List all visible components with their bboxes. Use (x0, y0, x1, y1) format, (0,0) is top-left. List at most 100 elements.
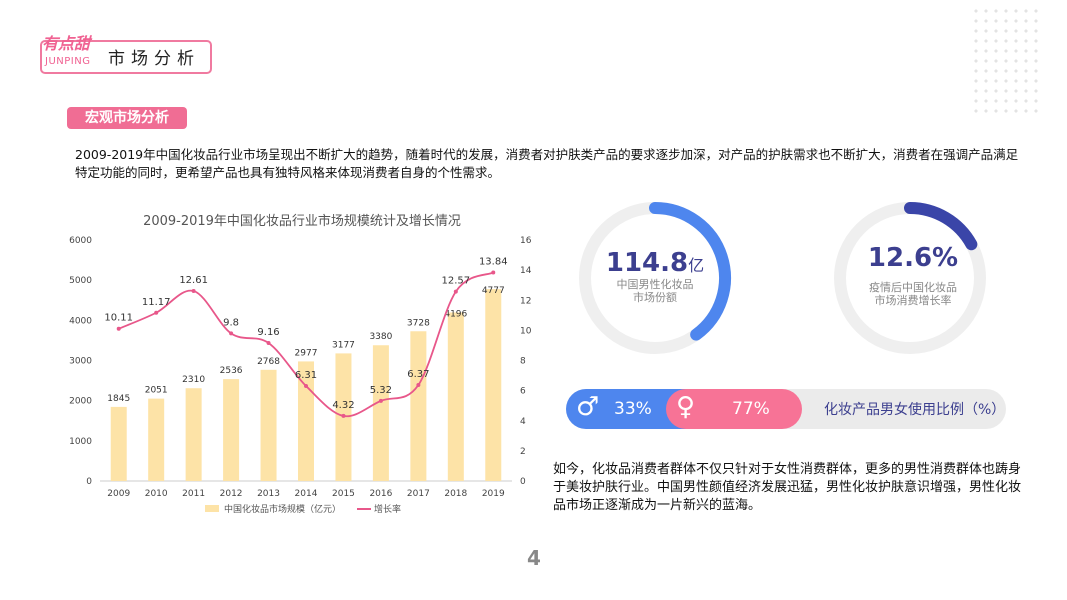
growth-point (378, 398, 383, 403)
y-right-tick: 4 (520, 417, 526, 427)
legend-bar-swatch (205, 505, 219, 512)
x-tick: 2016 (369, 489, 392, 499)
ring-progress (649, 202, 731, 341)
y-left-tick: 0 (86, 477, 92, 487)
growth-point (491, 270, 496, 275)
ring-growth-rate (834, 202, 986, 354)
female-segment: ♀ 77% (666, 389, 802, 429)
y-right-tick: 2 (520, 447, 526, 457)
y-right-tick: 10 (520, 326, 532, 336)
ring-market-share-text: 114.8亿 中国男性化妆品 市场份额 (580, 248, 730, 304)
subsection-badge: 宏观市场分析 (67, 107, 187, 129)
ring-label: 市场份额 (633, 291, 677, 304)
logo-script: 有点甜 (42, 34, 91, 53)
growth-point (416, 383, 421, 388)
bar-label: 2768 (257, 357, 280, 367)
growth-point (341, 413, 346, 418)
growth-label: 6.31 (295, 370, 317, 381)
legend-line-label: 增长率 (374, 503, 401, 515)
growth-line (118, 271, 494, 418)
bar-label: 3380 (369, 332, 392, 342)
growth-point (116, 326, 121, 331)
x-tick: 2009 (107, 489, 130, 499)
x-tick: 2018 (444, 489, 467, 499)
y-right-tick: 14 (520, 266, 532, 276)
growth-label: 4.32 (332, 400, 354, 411)
y-left-tick: 2000 (69, 397, 92, 407)
header-frame (40, 40, 212, 74)
growth-label: 12.61 (179, 275, 208, 286)
bar-label: 3177 (332, 340, 355, 350)
bar (110, 406, 127, 481)
bar (485, 289, 502, 481)
growth-point (229, 331, 234, 336)
y-right-tick: 12 (520, 296, 531, 306)
ring-label: 中国男性化妆品 (616, 278, 694, 291)
bar (185, 388, 202, 481)
growth-label: 5.32 (370, 385, 392, 396)
x-tick: 2011 (182, 489, 205, 499)
y-left-tick: 4000 (69, 316, 92, 326)
ring-value: 12.6% (867, 243, 959, 273)
bar-label: 4777 (482, 286, 505, 296)
bar-label: 2536 (220, 366, 243, 376)
bar-label: 3728 (407, 318, 430, 328)
bar-label: 2310 (182, 375, 205, 385)
growth-label: 13.84 (479, 257, 508, 268)
bar (372, 345, 389, 481)
y-left-tick: 1000 (69, 437, 92, 447)
decorative-dots (971, 6, 1041, 116)
y-left-tick: 5000 (69, 276, 92, 286)
growth-label: 6.37 (407, 369, 429, 380)
y-right-tick: 6 (520, 387, 526, 397)
growth-point (154, 310, 159, 315)
female-percent: 77% (732, 399, 770, 419)
x-tick: 2014 (295, 489, 318, 499)
legend-bar-label: 中国化妆品市场规模（亿元） (224, 503, 341, 515)
bar (260, 369, 277, 481)
bar (298, 361, 314, 481)
growth-label: 10.11 (104, 313, 133, 324)
intro-text: 2009-2019年中国化妆品行业市场呈现出不断扩大的趋势，随着时代的发展，消费… (75, 147, 1019, 180)
growth-label: 9.8 (223, 317, 239, 328)
ring-market-share (579, 202, 731, 354)
ring-progress (904, 202, 978, 251)
growth-label: 9.16 (257, 327, 279, 338)
y-left-tick: 3000 (69, 357, 92, 367)
male-icon: ♂ (576, 392, 600, 422)
growth-label: 11.17 (142, 297, 171, 308)
male-percent: 33% (614, 399, 652, 419)
bar (148, 398, 165, 481)
ratio-label: 化妆产品男女使用比例（%） (824, 402, 1006, 418)
x-tick: 2010 (145, 489, 168, 499)
section-title: 市场分析 (108, 49, 200, 69)
y-right-tick: 16 (520, 236, 532, 246)
x-tick: 2019 (482, 489, 505, 499)
ring-value: 114.8 (605, 248, 689, 278)
logo-text: JUNPING (45, 56, 91, 67)
y-right-tick: 0 (520, 477, 526, 487)
body-paragraph: 如今，化妆品消费者群体不仅只针对于女性消费群体，更多的男性消费群体也踌身于美妆护… (553, 462, 1022, 513)
growth-point (304, 383, 308, 388)
x-tick: 2017 (407, 489, 430, 499)
bar (223, 379, 240, 481)
x-tick: 2015 (332, 489, 355, 499)
bar-label: 4196 (444, 309, 467, 319)
market-chart: 2009-2019年中国化妆品行业市场规模统计及增长情况 0 1000 2000 30… (69, 213, 532, 515)
ring-unit: 亿 (688, 256, 705, 275)
bar (410, 331, 427, 481)
bar-label: 2051 (145, 386, 168, 396)
growth-point (191, 289, 196, 294)
growth-point (266, 341, 271, 346)
chart-title: 2009-2019年中国化妆品行业市场规模统计及增长情况 (143, 213, 461, 229)
female-icon: ♀ (676, 392, 696, 422)
bar (447, 312, 464, 481)
page-number: 4 (527, 546, 541, 570)
y-left-tick: 6000 (69, 236, 92, 246)
bar-label: 1845 (107, 394, 130, 404)
y-right-tick: 8 (520, 357, 526, 367)
x-tick: 2013 (257, 489, 280, 499)
ring-label: 市场消费增长率 (874, 294, 952, 307)
growth-point (453, 289, 458, 294)
growth-label: 12.57 (441, 276, 470, 287)
